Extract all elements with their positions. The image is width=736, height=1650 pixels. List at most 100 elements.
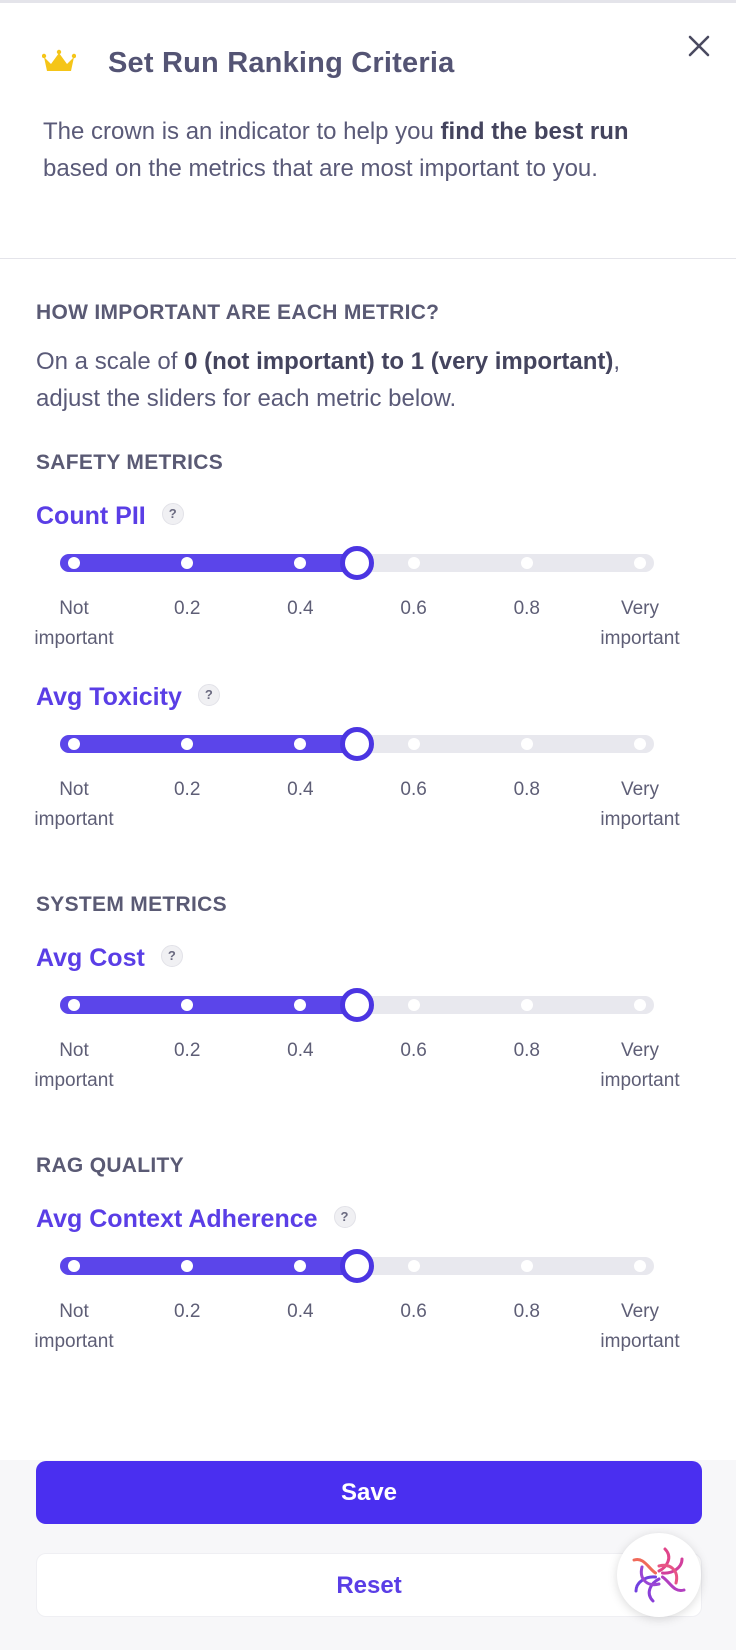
section-safety-metrics: SAFETY METRICS [36, 451, 223, 474]
scale-tick-label: 0.2 [173, 1040, 201, 1061]
slider-step-dot [68, 738, 80, 750]
slider-thumb[interactable] [340, 1249, 374, 1283]
scale-label-line: important [34, 809, 114, 830]
slider-step-dot [407, 738, 420, 750]
slider-track[interactable] [60, 546, 654, 580]
metric-label: Avg Toxicity [36, 683, 182, 711]
slider-step-dot [68, 999, 80, 1011]
scale-label-line: Very [620, 779, 660, 800]
assistant-swirl-icon [632, 1547, 686, 1603]
slider-track[interactable] [60, 727, 654, 761]
close-icon[interactable] [684, 31, 714, 61]
slider-step-dot [68, 1260, 80, 1272]
metric-name: Avg Toxicity? [36, 683, 220, 712]
importance-description: On a scale of 0 (not important) to 1 (ve… [36, 348, 621, 412]
slider-fill [60, 554, 366, 572]
slider-track[interactable] [60, 1249, 654, 1283]
scale-tick-label: 0.4 [287, 1301, 314, 1322]
slider-step-dot [181, 557, 194, 569]
scale-tick-label: 0.4 [287, 598, 314, 619]
scale-label-line: Not [59, 1301, 89, 1322]
slider-thumb[interactable] [340, 727, 374, 761]
metric-name: Avg Cost? [36, 944, 183, 973]
dialog-header: Set Run Ranking Criteria The crown is an… [0, 3, 736, 259]
slider-fill [60, 735, 366, 753]
save-button[interactable]: Save [36, 1461, 702, 1524]
scale-label-line: important [34, 628, 114, 649]
scale-tick-label: 0.2 [173, 1301, 201, 1322]
scale-label-line: important [600, 628, 680, 649]
slider-step-dot [181, 1260, 194, 1272]
scale-label-line: important [34, 1070, 114, 1091]
dialog-title: Set Run Ranking Criteria [108, 47, 455, 79]
scale-label-line: important [600, 1331, 680, 1352]
scale-tick-label: 0.8 [513, 1301, 540, 1322]
slider-step-dot [294, 557, 307, 569]
scale-tick-label: 0.8 [513, 779, 540, 800]
slider-step-dot [294, 999, 307, 1011]
scale-tick-label: 0.6 [400, 1040, 427, 1061]
slider-step-dot [520, 999, 533, 1011]
scale-label-line: Not [59, 779, 89, 800]
scale-tick-label: 0.4 [287, 779, 314, 800]
scale-label-line: important [34, 1331, 114, 1352]
scale-max-label: Very important [585, 594, 695, 654]
metric-avg-context-adherence: Avg Context Adherence? Not important 0.2 0.4… [34, 1205, 736, 1365]
scale-tick-label: 0.6 [400, 779, 427, 800]
metric-label: Count PII [36, 502, 146, 530]
slider-step-dot [520, 738, 533, 750]
slider-step-dot [68, 557, 80, 569]
scale-tick-label: 0.2 [173, 598, 201, 619]
scale-label-line: Very [620, 1301, 660, 1322]
crown-icon [42, 49, 76, 71]
slider-step-dot [181, 738, 194, 750]
slider-step-dot [634, 557, 646, 569]
scale-tick-label: 0.6 [400, 1301, 427, 1322]
slider-thumb[interactable] [340, 988, 374, 1022]
metric-avg-cost: Avg Cost? Not important 0.2 0.4 0.6 0.8 Very imp… [34, 944, 736, 1104]
slider-step-dot [520, 557, 533, 569]
scale-tick-label: 0.2 [173, 779, 201, 800]
slider-step-dot [634, 1260, 646, 1272]
scale-tick-label: 0.8 [513, 598, 540, 619]
scale-max-label: Very important [585, 775, 695, 835]
slider-step-dot [634, 999, 646, 1011]
help-icon[interactable]: ? [333, 1206, 356, 1229]
help-icon[interactable]: ? [197, 684, 220, 707]
scale-label-line: Very [620, 1040, 660, 1061]
scale-tick-label: 0.6 [400, 598, 427, 619]
metric-count-pii: Count PII? Not important 0.2 0.4 0.6 0.8 Very im… [34, 502, 736, 662]
scale-label-line: Very [620, 598, 660, 619]
scale-min-label: Not important [19, 1297, 129, 1357]
scale-label-line: Not [59, 1040, 89, 1061]
slider-thumb[interactable] [340, 546, 374, 580]
slider-step-dot [520, 1260, 533, 1272]
importance-heading: HOW IMPORTANT ARE EACH METRIC? [36, 301, 440, 324]
slider-fill [60, 996, 366, 1014]
metric-label: Avg Cost [36, 944, 145, 972]
scale-label-line: important [600, 1070, 680, 1091]
section-rag-quality: RAG QUALITY [36, 1154, 184, 1177]
metric-avg-toxicity: Avg Toxicity? Not important 0.2 0.4 0.6 0.8 Ver… [34, 683, 736, 843]
assistant-button[interactable] [617, 1533, 701, 1617]
scale-min-label: Not important [19, 594, 129, 654]
slider-step-dot [294, 1260, 307, 1272]
scale-label-line: important [600, 809, 680, 830]
scale-max-label: Very important [585, 1297, 695, 1357]
help-icon[interactable]: ? [161, 503, 184, 526]
scale-min-label: Not important [19, 1036, 129, 1096]
metric-label: Avg Context Adherence [36, 1205, 318, 1233]
metric-name: Avg Context Adherence? [36, 1205, 356, 1234]
reset-button[interactable]: Reset [36, 1553, 702, 1617]
top-divider [0, 0, 736, 3]
section-system-metrics: SYSTEM METRICS [36, 893, 227, 916]
help-icon[interactable]: ? [160, 945, 183, 968]
slider-step-dot [634, 738, 646, 750]
slider-step-dot [181, 999, 194, 1011]
metric-name: Count PII? [36, 502, 184, 531]
slider-track[interactable] [60, 988, 654, 1022]
slider-step-dot [407, 999, 420, 1011]
scale-tick-label: 0.8 [513, 1040, 540, 1061]
scale-min-label: Not important [19, 775, 129, 835]
slider-step-dot [407, 1260, 420, 1272]
